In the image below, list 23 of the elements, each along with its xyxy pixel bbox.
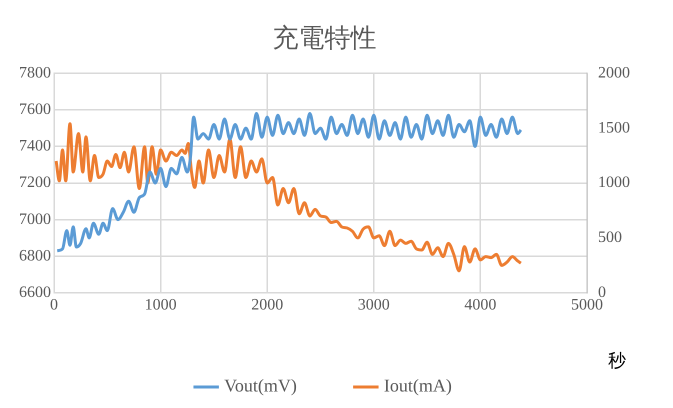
x-tick-label: 0: [50, 296, 58, 314]
y-tick-label: 6600: [19, 284, 51, 302]
legend-label: Iout(mA): [384, 376, 452, 396]
x-tick-label: 2000: [251, 296, 284, 314]
x-tick-label: 4000: [464, 296, 496, 314]
y2-tick-label: 1500: [598, 119, 630, 136]
y2-tick-label: 2000: [598, 64, 630, 82]
y-tick-label: 7600: [19, 101, 51, 118]
x-tick-label: 1000: [144, 296, 177, 314]
x-tick-label: 3000: [358, 296, 390, 314]
y2-tick-label: 1000: [598, 174, 630, 192]
y-tick-label: 7000: [19, 210, 51, 228]
y-tick-label: 6800: [19, 247, 51, 264]
x-axis-title: 秒: [608, 350, 626, 371]
y-tick-label: 7800: [19, 64, 51, 82]
y-tick-label: 7200: [19, 174, 51, 192]
legend-label: Vout(mV): [224, 376, 297, 396]
line-series: [54, 122, 522, 272]
line-series: [56, 112, 522, 252]
y2-tick-label: 500: [598, 229, 622, 246]
x-tick-label: 5000: [571, 296, 603, 314]
chart-title: 充電特性: [272, 23, 376, 52]
y-tick-label: 7400: [19, 138, 51, 155]
